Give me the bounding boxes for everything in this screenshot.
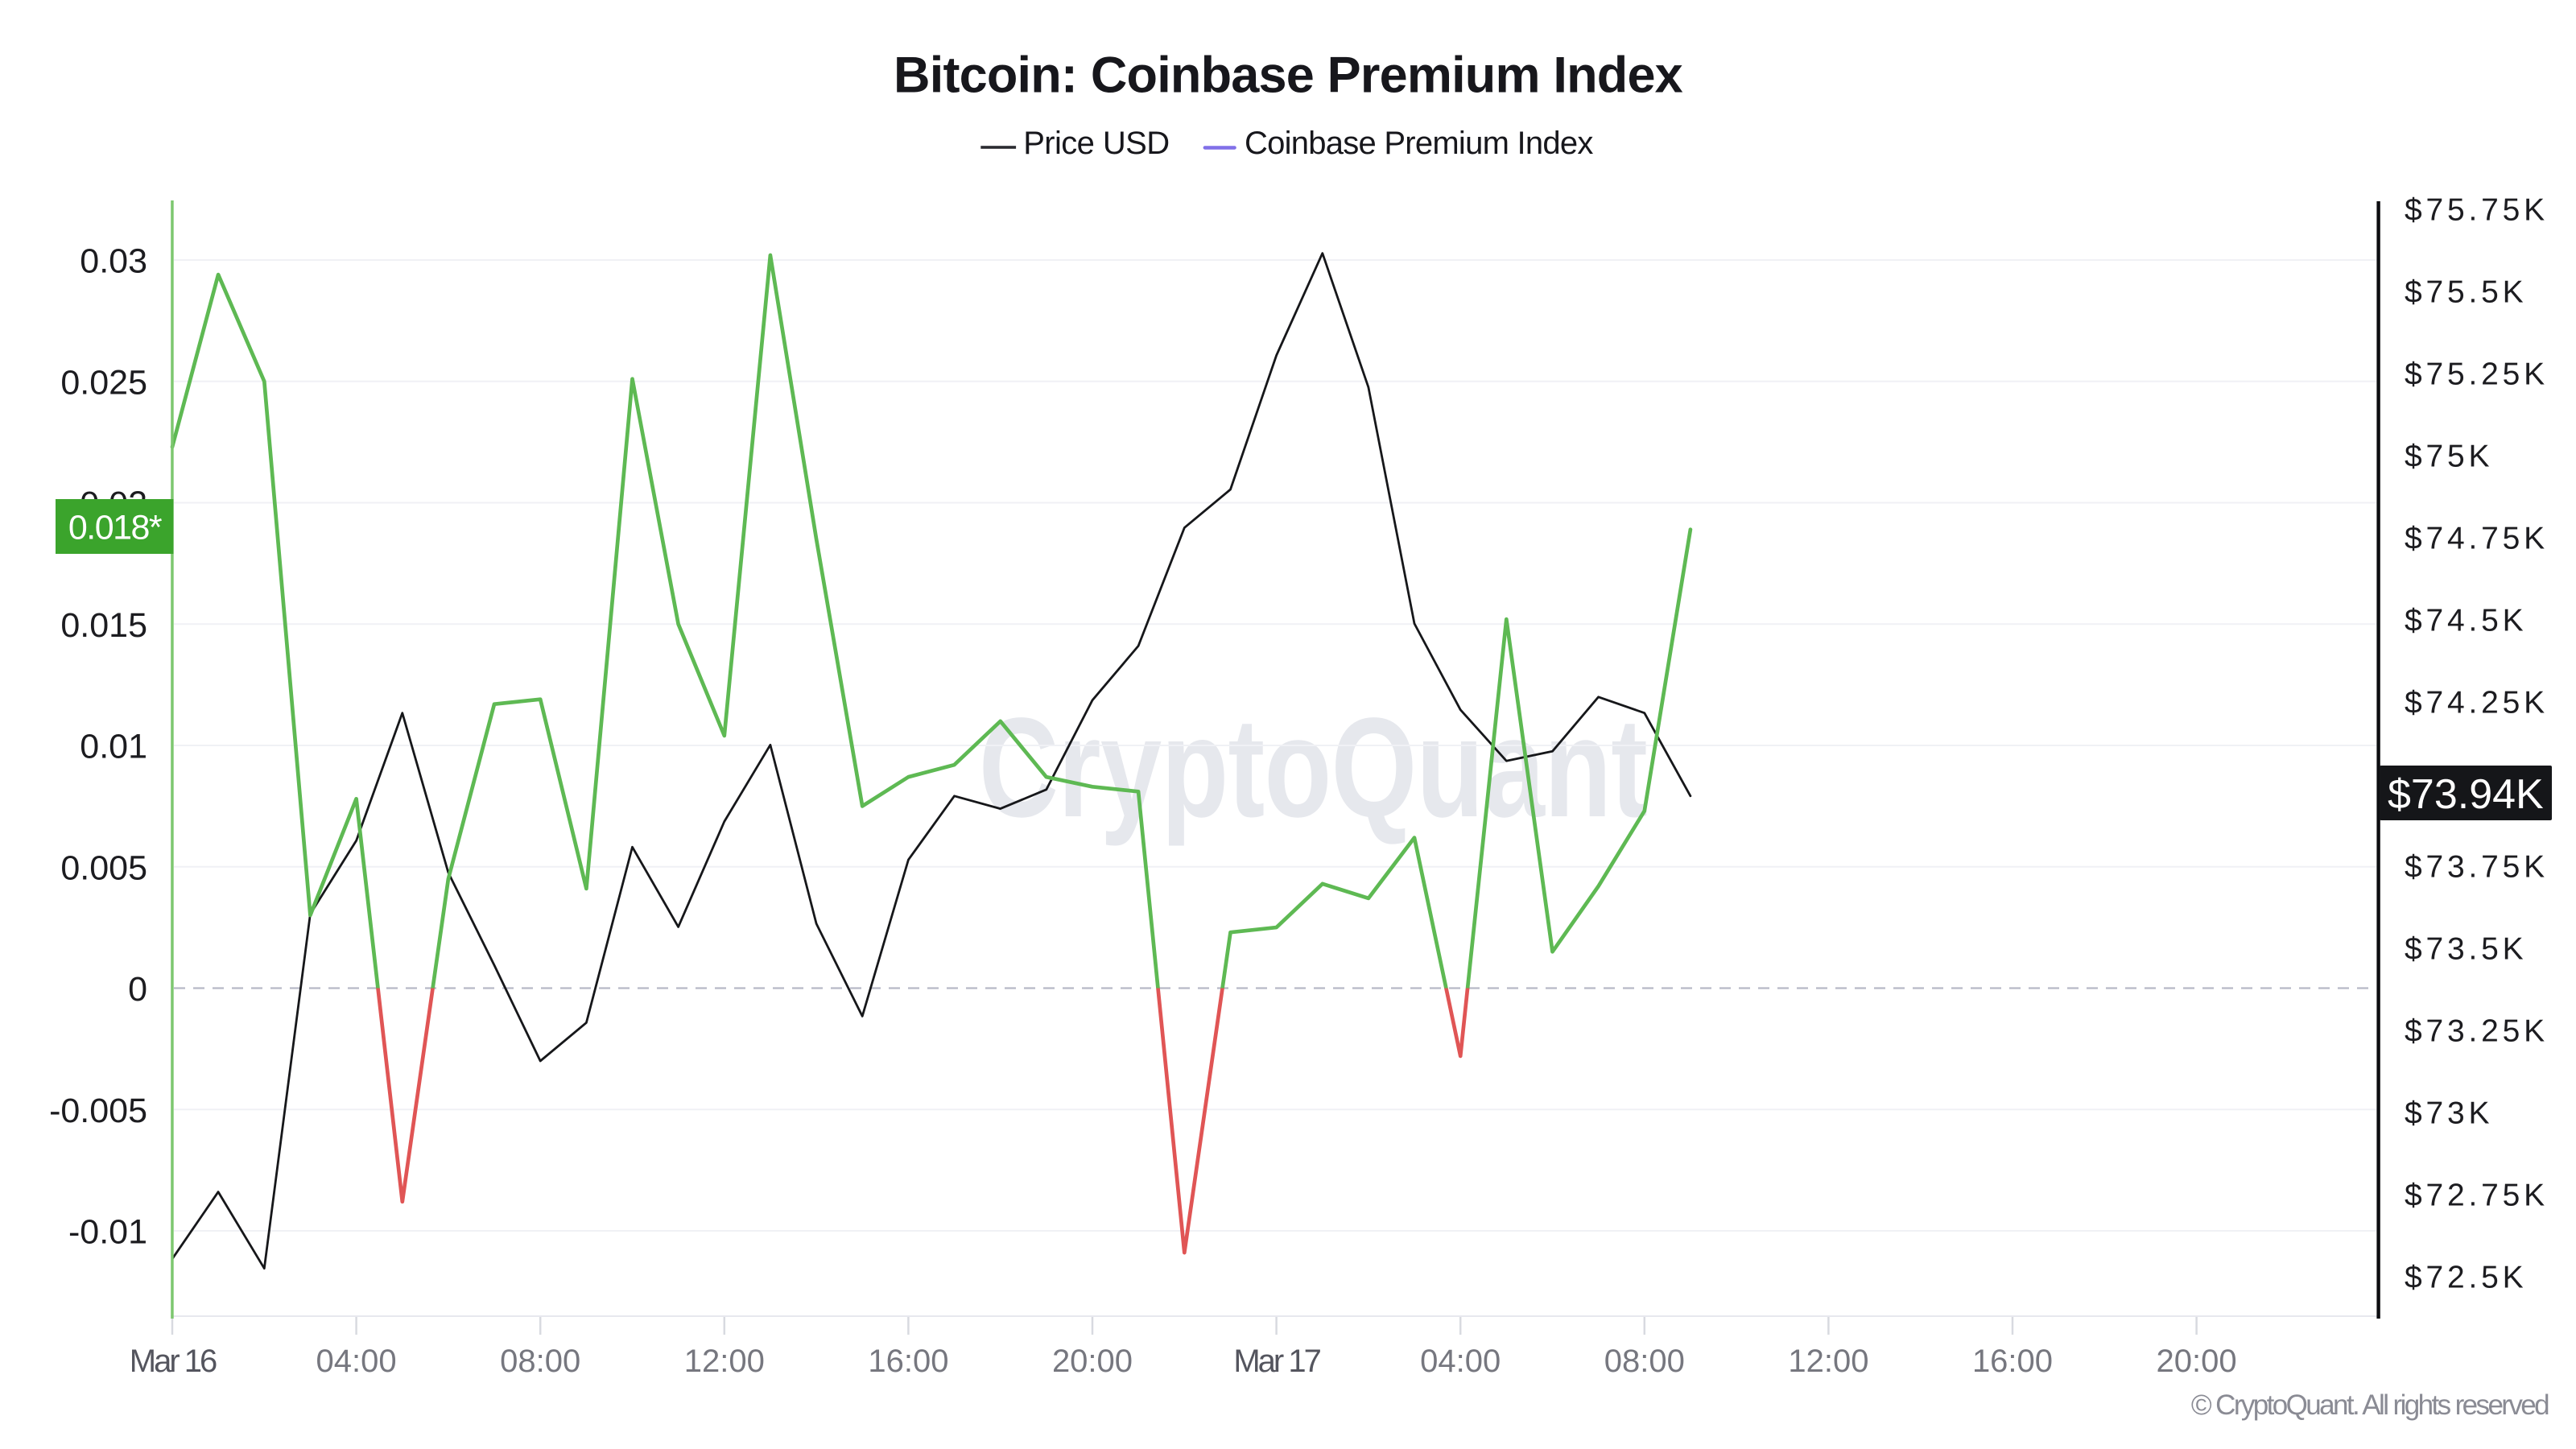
svg-text:$74.5K: $74.5K [2405, 604, 2527, 638]
svg-text:Price USD: Price USD [1023, 126, 1169, 161]
svg-text:$75.5K: $75.5K [2405, 275, 2527, 310]
svg-text:08:00: 08:00 [500, 1344, 580, 1379]
svg-text:16:00: 16:00 [868, 1344, 948, 1379]
svg-text:Bitcoin: Coinbase Premium Inde: Bitcoin: Coinbase Premium Index [894, 47, 1683, 104]
svg-text:$73.5K: $73.5K [2405, 932, 2527, 967]
svg-text:0: 0 [128, 970, 147, 1009]
svg-text:$72.5K: $72.5K [2405, 1261, 2527, 1295]
svg-text:$75.75K: $75.75K [2405, 193, 2549, 228]
svg-text:16:00: 16:00 [1972, 1344, 2053, 1379]
svg-text:$74.25K: $74.25K [2405, 686, 2549, 720]
svg-text:CryptoQuant: CryptoQuant [979, 689, 1647, 847]
svg-text:Mar 16: Mar 16 [130, 1344, 217, 1379]
svg-text:$72.75K: $72.75K [2405, 1179, 2549, 1213]
svg-text:$74.75K: $74.75K [2405, 522, 2549, 556]
svg-text:0.015: 0.015 [60, 606, 147, 645]
svg-text:-0.005: -0.005 [49, 1092, 147, 1130]
svg-text:© CryptoQuant. All rights rese: © CryptoQuant. All rights reserved [2191, 1389, 2549, 1421]
svg-text:12:00: 12:00 [1788, 1344, 1868, 1379]
svg-text:12:00: 12:00 [684, 1344, 765, 1379]
svg-text:0.01: 0.01 [80, 728, 147, 766]
svg-text:$75.25K: $75.25K [2405, 357, 2549, 392]
svg-text:0.005: 0.005 [60, 849, 147, 888]
svg-text:Coinbase Premium Index: Coinbase Premium Index [1245, 126, 1593, 161]
svg-text:08:00: 08:00 [1604, 1344, 1685, 1379]
svg-text:-0.01: -0.01 [68, 1213, 147, 1252]
svg-text:0.025: 0.025 [60, 363, 147, 402]
svg-text:0.018*: 0.018* [68, 509, 163, 547]
svg-text:04:00: 04:00 [316, 1344, 397, 1379]
svg-text:04:00: 04:00 [1420, 1344, 1501, 1379]
svg-text:$75K: $75K [2405, 440, 2493, 474]
svg-text:$73.94K: $73.94K [2388, 771, 2544, 818]
svg-text:20:00: 20:00 [2157, 1344, 2237, 1379]
svg-text:$73.25K: $73.25K [2405, 1014, 2549, 1049]
svg-text:Mar 17: Mar 17 [1233, 1344, 1320, 1379]
svg-text:20:00: 20:00 [1052, 1344, 1133, 1379]
svg-text:$73K: $73K [2405, 1096, 2493, 1131]
svg-text:$73.75K: $73.75K [2405, 850, 2549, 885]
svg-text:0.03: 0.03 [80, 242, 147, 281]
